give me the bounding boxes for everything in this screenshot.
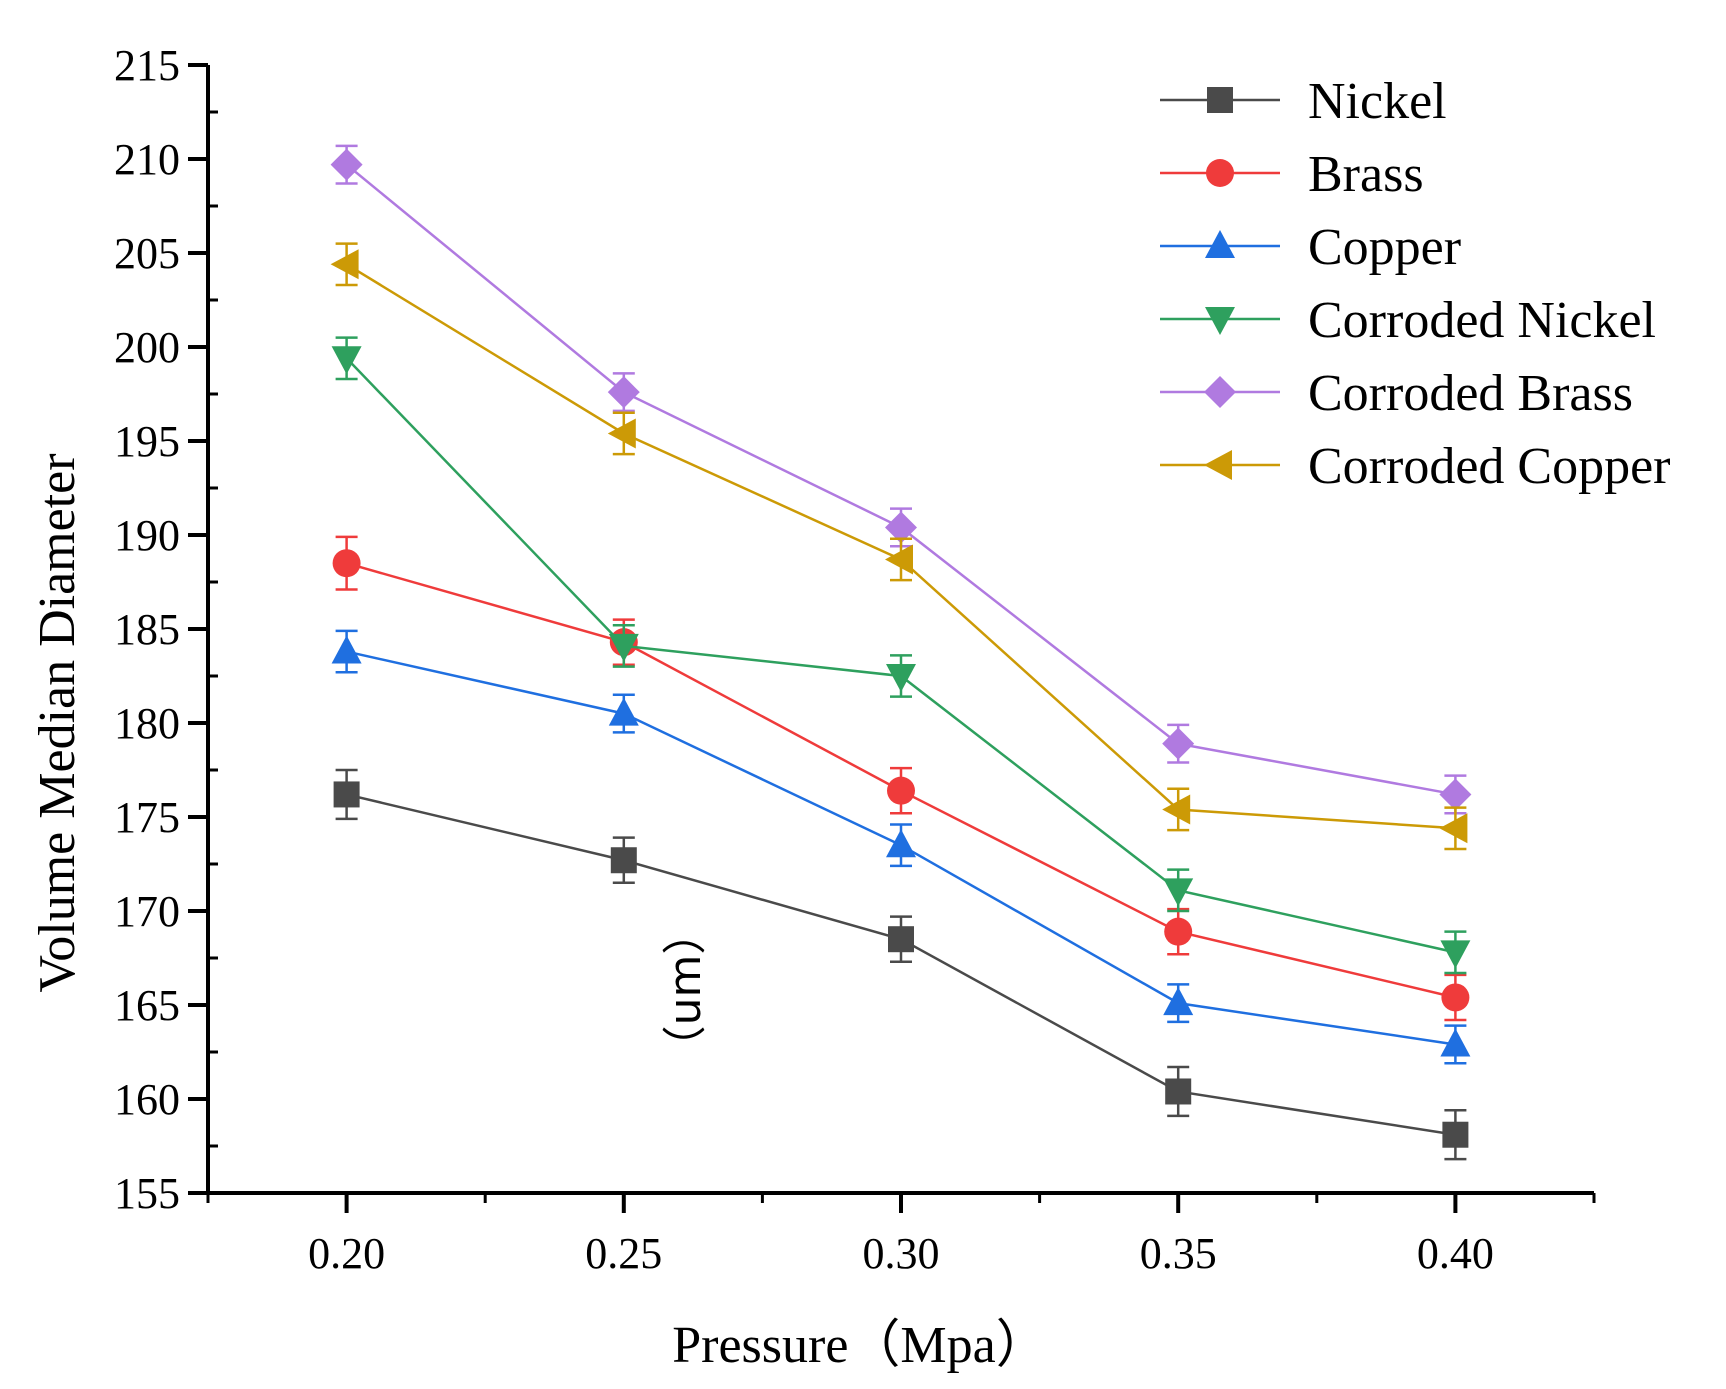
series-nickel [333,768,1469,1161]
legend-label: Corroded Copper [1308,438,1670,495]
legend-label: Corroded Nickel [1308,292,1656,349]
data-point [607,376,640,409]
data-point [607,418,636,449]
y-tick-label: 195 [114,417,180,466]
legend-label: Brass [1308,146,1424,203]
y-tick-label: 155 [114,1169,180,1218]
x-tick-label: 0.35 [1140,1229,1217,1278]
data-point [1164,917,1193,946]
y-tick-label: 170 [114,887,180,936]
y-axis-title: Volume Median Diameter [29,453,86,992]
series-line [345,163,1456,796]
y-tick-label: 215 [114,41,180,90]
y-tick-label: 180 [114,699,180,748]
legend-item: Nickel [1160,73,1447,130]
series-brass [332,535,1470,1022]
x-tick-label: 0.25 [585,1229,662,1278]
legend-item: Corroded Copper [1160,438,1670,495]
y-tick-label: 210 [114,135,180,184]
x-tick-label: 0.20 [308,1229,385,1278]
y-tick-label: 165 [114,981,180,1030]
data-point [330,249,359,280]
data-point [330,148,363,181]
data-point [608,697,639,726]
y-tick-label: 175 [114,793,180,842]
legend-marker [1204,450,1232,480]
data-point [1163,987,1194,1016]
data-point [886,829,916,858]
x-axis-title: Pressure（Mpa） [672,1317,1048,1374]
data-point [1439,813,1468,844]
y-tick-label: 200 [114,323,180,372]
series-corroded-brass [330,144,1472,815]
legend-label: Copper [1308,219,1461,276]
legend-item: Brass [1160,146,1424,203]
legend-item: Corroded Nickel [1160,292,1656,349]
data-point [1162,794,1191,825]
data-point [331,635,362,664]
legend-marker [1205,230,1235,258]
data-point [333,781,360,808]
data-point [1165,1078,1192,1105]
legend-marker [1207,87,1233,113]
data-point [1440,940,1471,969]
data-point [1440,1028,1471,1057]
legend-item: Copper [1160,219,1461,276]
legend-marker [1204,376,1236,408]
y-tick-label: 190 [114,511,180,560]
legend-marker [1206,159,1234,187]
unit-annotation: （um） [660,911,711,1070]
y-axis-ticks: 155 160 165 170 175 180 185 190 195 200 205 210 215 [114,41,218,1218]
data-point [1162,727,1195,760]
legend-item: Corroded Brass [1160,365,1633,422]
data-point [331,346,362,375]
data-point [1439,778,1472,811]
series-copper [331,629,1471,1065]
y-tick-label: 185 [114,605,180,654]
data-point [608,633,639,662]
y-tick-label: 160 [114,1075,180,1124]
legend-marker [1205,307,1235,335]
legend: Nickel Brass Copper Corroded Nickel Corroded… [1160,73,1670,495]
data-point [886,664,916,692]
series-layer [330,144,1472,1161]
data-point [887,776,915,805]
series-corroded-copper [330,242,1468,851]
x-tick-label: 0.30 [863,1229,940,1278]
series-corroded-nickel [331,336,1471,975]
data-point [1442,1121,1469,1148]
x-tick-label: 0.40 [1417,1229,1494,1278]
legend-label: Nickel [1308,73,1447,130]
data-point [1441,983,1470,1012]
y-tick-label: 205 [114,229,180,278]
legend-label: Corroded Brass [1308,365,1633,422]
data-point [885,544,913,575]
data-point [888,926,914,953]
data-point [332,549,361,578]
data-point [885,511,917,544]
data-point [1163,878,1194,907]
data-point [610,847,637,874]
x-axis-ticks: 0.20 0.25 0.30 0.35 0.40 [206,1193,1596,1278]
